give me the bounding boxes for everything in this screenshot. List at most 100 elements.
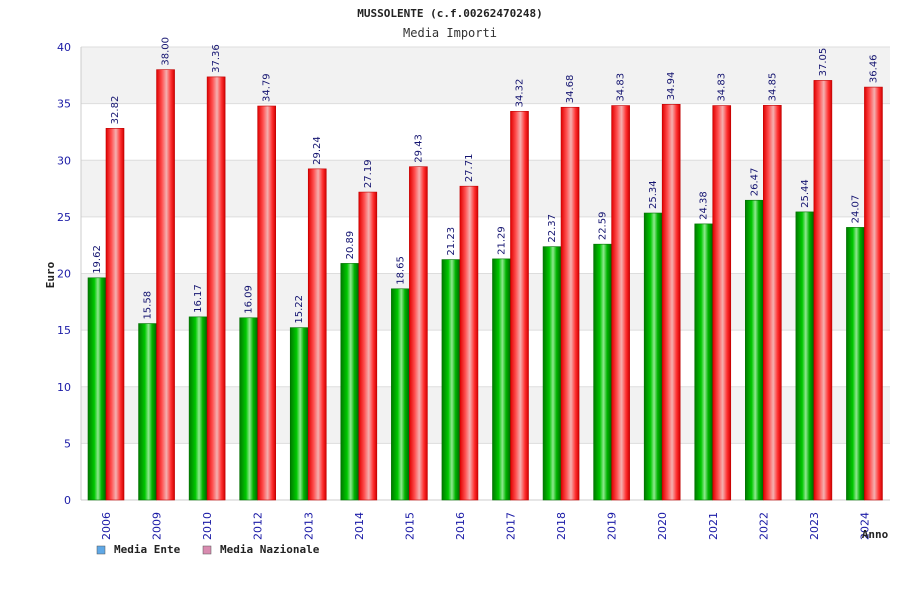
x-tick-label: 2013 <box>302 512 315 540</box>
value-label: 25.34 <box>648 180 659 209</box>
value-label: 16.09 <box>244 285 255 314</box>
x-tick-label: 2022 <box>757 512 770 540</box>
value-label: 24.07 <box>850 195 861 224</box>
x-tick-label: 2021 <box>707 512 720 540</box>
value-label: 15.58 <box>143 291 154 320</box>
y-tick-label: 40 <box>57 41 71 54</box>
y-tick-label: 20 <box>57 268 71 281</box>
bar-media-nazionale-2012 <box>257 105 276 501</box>
value-label: 22.37 <box>547 214 558 243</box>
bar-media-ente-2015 <box>391 288 410 501</box>
value-label: 16.17 <box>193 284 204 313</box>
value-label: 21.23 <box>446 227 457 256</box>
bar-media-nazionale-2020 <box>661 104 681 501</box>
bar-media-nazionale-2017 <box>510 111 529 501</box>
bar-media-nazionale-2024 <box>864 86 883 501</box>
bar-media-ente-2018 <box>542 246 562 501</box>
bar-media-nazionale-2013 <box>307 168 327 501</box>
x-tick-label: 2023 <box>808 512 821 540</box>
value-label: 24.38 <box>699 191 710 220</box>
value-label: 34.94 <box>666 72 677 101</box>
y-tick-label: 25 <box>57 211 71 224</box>
value-label: 34.83 <box>717 73 728 102</box>
x-axis-label: Anno <box>862 528 889 541</box>
x-tick-label: 2024 <box>858 512 871 540</box>
bar-media-ente-2014 <box>340 263 360 501</box>
bar-media-ente-2019 <box>593 243 612 501</box>
bar-media-nazionale-2018 <box>560 106 580 501</box>
x-tick-label: 2006 <box>100 512 113 540</box>
value-labels: 19.62 32.82 15.58 38.00 16.17 37.36 16.09 34.79… <box>92 37 879 324</box>
legend: Media Ente Media Nazionale <box>96 543 320 556</box>
value-label: 36.46 <box>868 54 879 83</box>
value-label: 20.89 <box>345 231 356 260</box>
value-label: 37.36 <box>211 44 222 73</box>
value-label: 34.32 <box>515 79 526 108</box>
x-tick-label: 2019 <box>606 512 619 540</box>
bar-media-ente-2009 <box>138 323 157 501</box>
bar-media-nazionale-2019 <box>611 105 630 501</box>
bar-media-nazionale-2006 <box>105 128 125 501</box>
chart-title: MUSSOLENTE (c.f.00262470248) <box>357 7 542 20</box>
x-axis-ticks: 2006 2009 2010 2012 2013 2014 2015 2016 2017 2018… <box>100 512 871 540</box>
chart-subtitle: Media Importi <box>403 26 497 40</box>
value-label: 21.29 <box>497 226 508 255</box>
y-tick-label: 35 <box>57 98 71 111</box>
value-label: 22.59 <box>598 212 609 241</box>
x-tick-label: 2012 <box>252 512 265 540</box>
bar-media-ente-2012 <box>239 317 258 501</box>
value-label: 18.65 <box>395 256 406 285</box>
value-label: 25.44 <box>800 179 811 208</box>
y-tick-label: 10 <box>57 381 71 394</box>
value-label: 34.83 <box>616 73 627 102</box>
x-tick-label: 2020 <box>656 512 669 540</box>
bar-media-nazionale-2023 <box>813 80 833 501</box>
bar-media-ente-2016 <box>441 259 461 501</box>
value-label: 34.79 <box>262 73 273 102</box>
legend-label-media-ente: Media Ente <box>114 543 181 556</box>
value-label: 29.43 <box>413 134 424 163</box>
legend-label-media-nazionale: Media Nazionale <box>220 543 320 556</box>
x-tick-label: 2014 <box>353 512 366 540</box>
bar-media-nazionale-2021 <box>712 105 732 501</box>
legend-swatch-media-ente <box>96 545 106 555</box>
value-label: 27.19 <box>363 159 374 188</box>
bar-media-ente-2021 <box>694 223 714 501</box>
bar-media-ente-2020 <box>643 212 663 501</box>
value-label: 19.62 <box>92 245 103 274</box>
x-tick-label: 2010 <box>201 512 214 540</box>
value-label: 34.68 <box>565 75 576 104</box>
bar-media-nazionale-2009 <box>156 69 175 501</box>
x-tick-label: 2016 <box>454 512 467 540</box>
bar-media-ente-2017 <box>492 258 511 501</box>
value-label: 27.71 <box>464 154 475 183</box>
x-tick-label: 2018 <box>555 512 568 540</box>
bar-media-nazionale-2022 <box>763 105 782 501</box>
x-tick-label: 2009 <box>151 512 164 540</box>
bar-media-ente-2006 <box>87 277 107 501</box>
value-label: 32.82 <box>110 96 121 125</box>
bar-media-nazionale-2010 <box>206 76 226 501</box>
y-tick-label: 15 <box>57 324 71 337</box>
value-label: 26.47 <box>749 168 760 197</box>
value-label: 29.24 <box>312 136 323 165</box>
value-label: 34.85 <box>767 73 778 102</box>
value-label: 38.00 <box>161 37 172 66</box>
bar-media-nazionale-2015 <box>409 166 428 501</box>
bar-media-nazionale-2016 <box>459 185 479 501</box>
bar-media-ente-2022 <box>745 199 764 501</box>
value-label: 15.22 <box>294 295 305 324</box>
y-tick-label: 30 <box>57 154 71 167</box>
y-axis-label: Euro <box>44 261 57 288</box>
legend-swatch-media-nazionale <box>202 545 212 555</box>
y-tick-label: 0 <box>64 494 71 507</box>
bar-media-ente-2010 <box>188 316 208 501</box>
bar-media-nazionale-2014 <box>358 191 378 501</box>
bar-media-ente-2024 <box>846 227 865 501</box>
x-tick-label: 2015 <box>403 512 416 540</box>
bars <box>87 69 883 501</box>
bar-media-ente-2013 <box>289 327 309 501</box>
y-axis-ticks: 0 5 10 15 20 25 30 35 40 <box>57 41 71 507</box>
bar-media-ente-2023 <box>795 211 815 501</box>
